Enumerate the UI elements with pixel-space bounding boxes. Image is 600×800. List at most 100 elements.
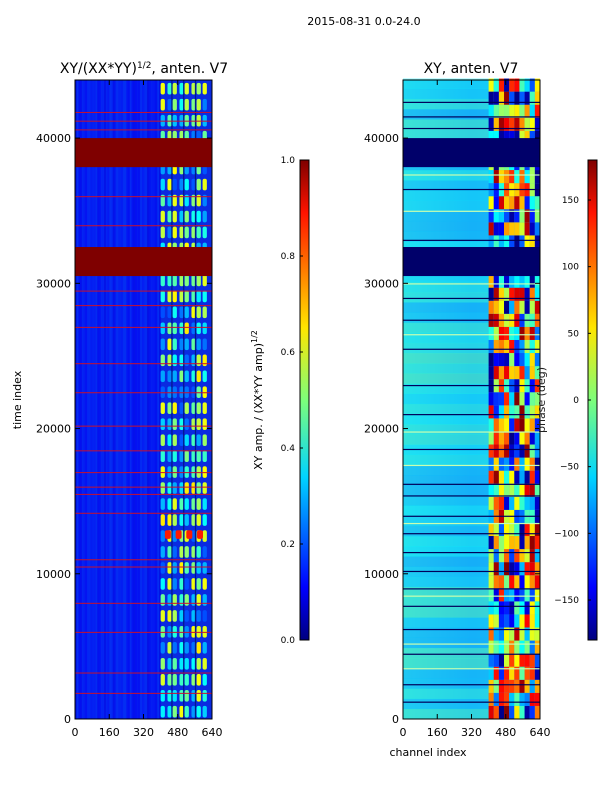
phase-blob	[493, 705, 499, 719]
phase-blob	[498, 339, 505, 354]
phase-saturated-band	[403, 138, 540, 168]
amplitude-blob	[167, 290, 172, 303]
phase-flag-line	[403, 334, 540, 336]
phase-blob	[534, 274, 540, 288]
amplitude-texture	[121, 80, 124, 719]
phase-blob	[504, 353, 510, 367]
amplitude-texture	[114, 80, 117, 719]
phase-blob	[519, 353, 525, 367]
phase-blob	[504, 235, 510, 249]
amplitude-blob	[172, 194, 177, 207]
phase-blob	[514, 627, 520, 641]
phase-blob	[493, 692, 499, 706]
phase-blob	[529, 326, 535, 340]
amplitude-flag-line	[75, 512, 212, 514]
amplitude-blob	[191, 434, 196, 446]
phase-blob	[529, 91, 535, 105]
amplitude-blob	[160, 514, 165, 526]
phase-texture	[403, 200, 489, 212]
amplitude-panel: XY/(XX*YY)1/2, anten. V7 0 160 320 480 640 0 1…	[11, 61, 228, 739]
phase-blob	[498, 705, 505, 719]
x-tick-label: 0	[72, 726, 79, 739]
phase-texture	[403, 78, 489, 90]
amplitude-blob	[202, 210, 207, 223]
phase-colorbar-label: phase (deg)	[535, 367, 548, 433]
amplitude-blob	[191, 482, 196, 494]
phase-blob	[524, 418, 530, 432]
phase-blob	[514, 418, 520, 432]
phase-texture	[403, 607, 489, 618]
amplitude-texture	[126, 80, 129, 719]
amplitude-blob	[160, 610, 165, 622]
amplitude-blob	[191, 514, 196, 526]
amplitude-blob	[184, 82, 189, 95]
phase-blob	[524, 300, 530, 314]
amplitude-blob	[160, 402, 165, 415]
phase-blob	[534, 287, 540, 301]
amplitude-flag-line	[75, 566, 212, 568]
colorbar-tick-label: 100	[562, 263, 579, 273]
phase-blob	[498, 536, 505, 550]
phase-blob	[488, 444, 494, 458]
phase-blob	[509, 483, 515, 497]
phase-flag-line	[403, 588, 540, 590]
phase-texture	[403, 393, 489, 405]
amplitude-texture	[97, 80, 100, 719]
colorbar-tick-label: −100	[554, 529, 579, 539]
amplitude-texture	[90, 80, 93, 719]
phase-blob	[504, 496, 510, 510]
phase-flag-line	[403, 174, 540, 176]
x-tick-label: 160	[99, 726, 120, 739]
phase-blob	[529, 78, 535, 92]
phase-blob	[498, 91, 505, 105]
phase-texture	[403, 332, 489, 344]
phase-blob	[534, 209, 540, 223]
colorbar-tick-label: 50	[568, 329, 580, 339]
phase-blob	[509, 326, 515, 340]
phase-blob	[488, 692, 494, 706]
phase-colorbar: −150 −100 −50 0 50 100 150 phase (deg)	[535, 159, 598, 641]
amplitude-colorbar-scale	[299, 159, 310, 641]
phase-blob	[524, 117, 530, 131]
phase-blob	[524, 575, 530, 589]
amplitude-blob	[196, 402, 201, 415]
phase-blob	[509, 91, 515, 105]
amplitude-flag-line	[75, 196, 212, 198]
phase-blob	[488, 196, 494, 210]
phase-blob	[514, 353, 520, 367]
phase-blob	[498, 326, 505, 340]
amplitude-y-axis-label: time index	[11, 370, 24, 429]
phase-blob	[498, 522, 505, 537]
amplitude-texture	[150, 80, 153, 719]
phase-blob	[519, 366, 525, 380]
phase-blob	[493, 392, 499, 406]
phase-blob	[493, 405, 499, 419]
phase-blob	[493, 209, 499, 223]
amplitude-blob	[191, 658, 196, 670]
amplitude-blob	[191, 673, 196, 686]
phase-blob	[488, 209, 494, 223]
phase-blob	[519, 418, 525, 432]
amplitude-texture	[76, 80, 79, 719]
amplitude-blob	[179, 226, 184, 239]
x-tick-label: 160	[427, 726, 448, 739]
phase-blob	[524, 235, 530, 249]
phase-heatmap	[403, 78, 540, 720]
amplitude-texture	[117, 80, 120, 719]
phase-blob	[524, 170, 530, 184]
amplitude-texture	[157, 80, 160, 719]
phase-flag-line	[403, 522, 540, 525]
amplitude-texture	[112, 80, 115, 719]
amplitude-blob	[167, 322, 172, 335]
amplitude-texture	[98, 80, 101, 719]
phase-blob	[488, 274, 494, 288]
phase-blob	[524, 366, 530, 380]
phase-flag-line	[403, 701, 540, 703]
amplitude-blob	[172, 658, 177, 670]
amplitude-blob	[196, 546, 201, 558]
amplitude-blob	[196, 322, 201, 335]
phase-texture	[403, 556, 489, 567]
amplitude-blob	[172, 434, 177, 446]
amplitude-texture	[92, 80, 95, 719]
phase-blob	[498, 666, 505, 680]
